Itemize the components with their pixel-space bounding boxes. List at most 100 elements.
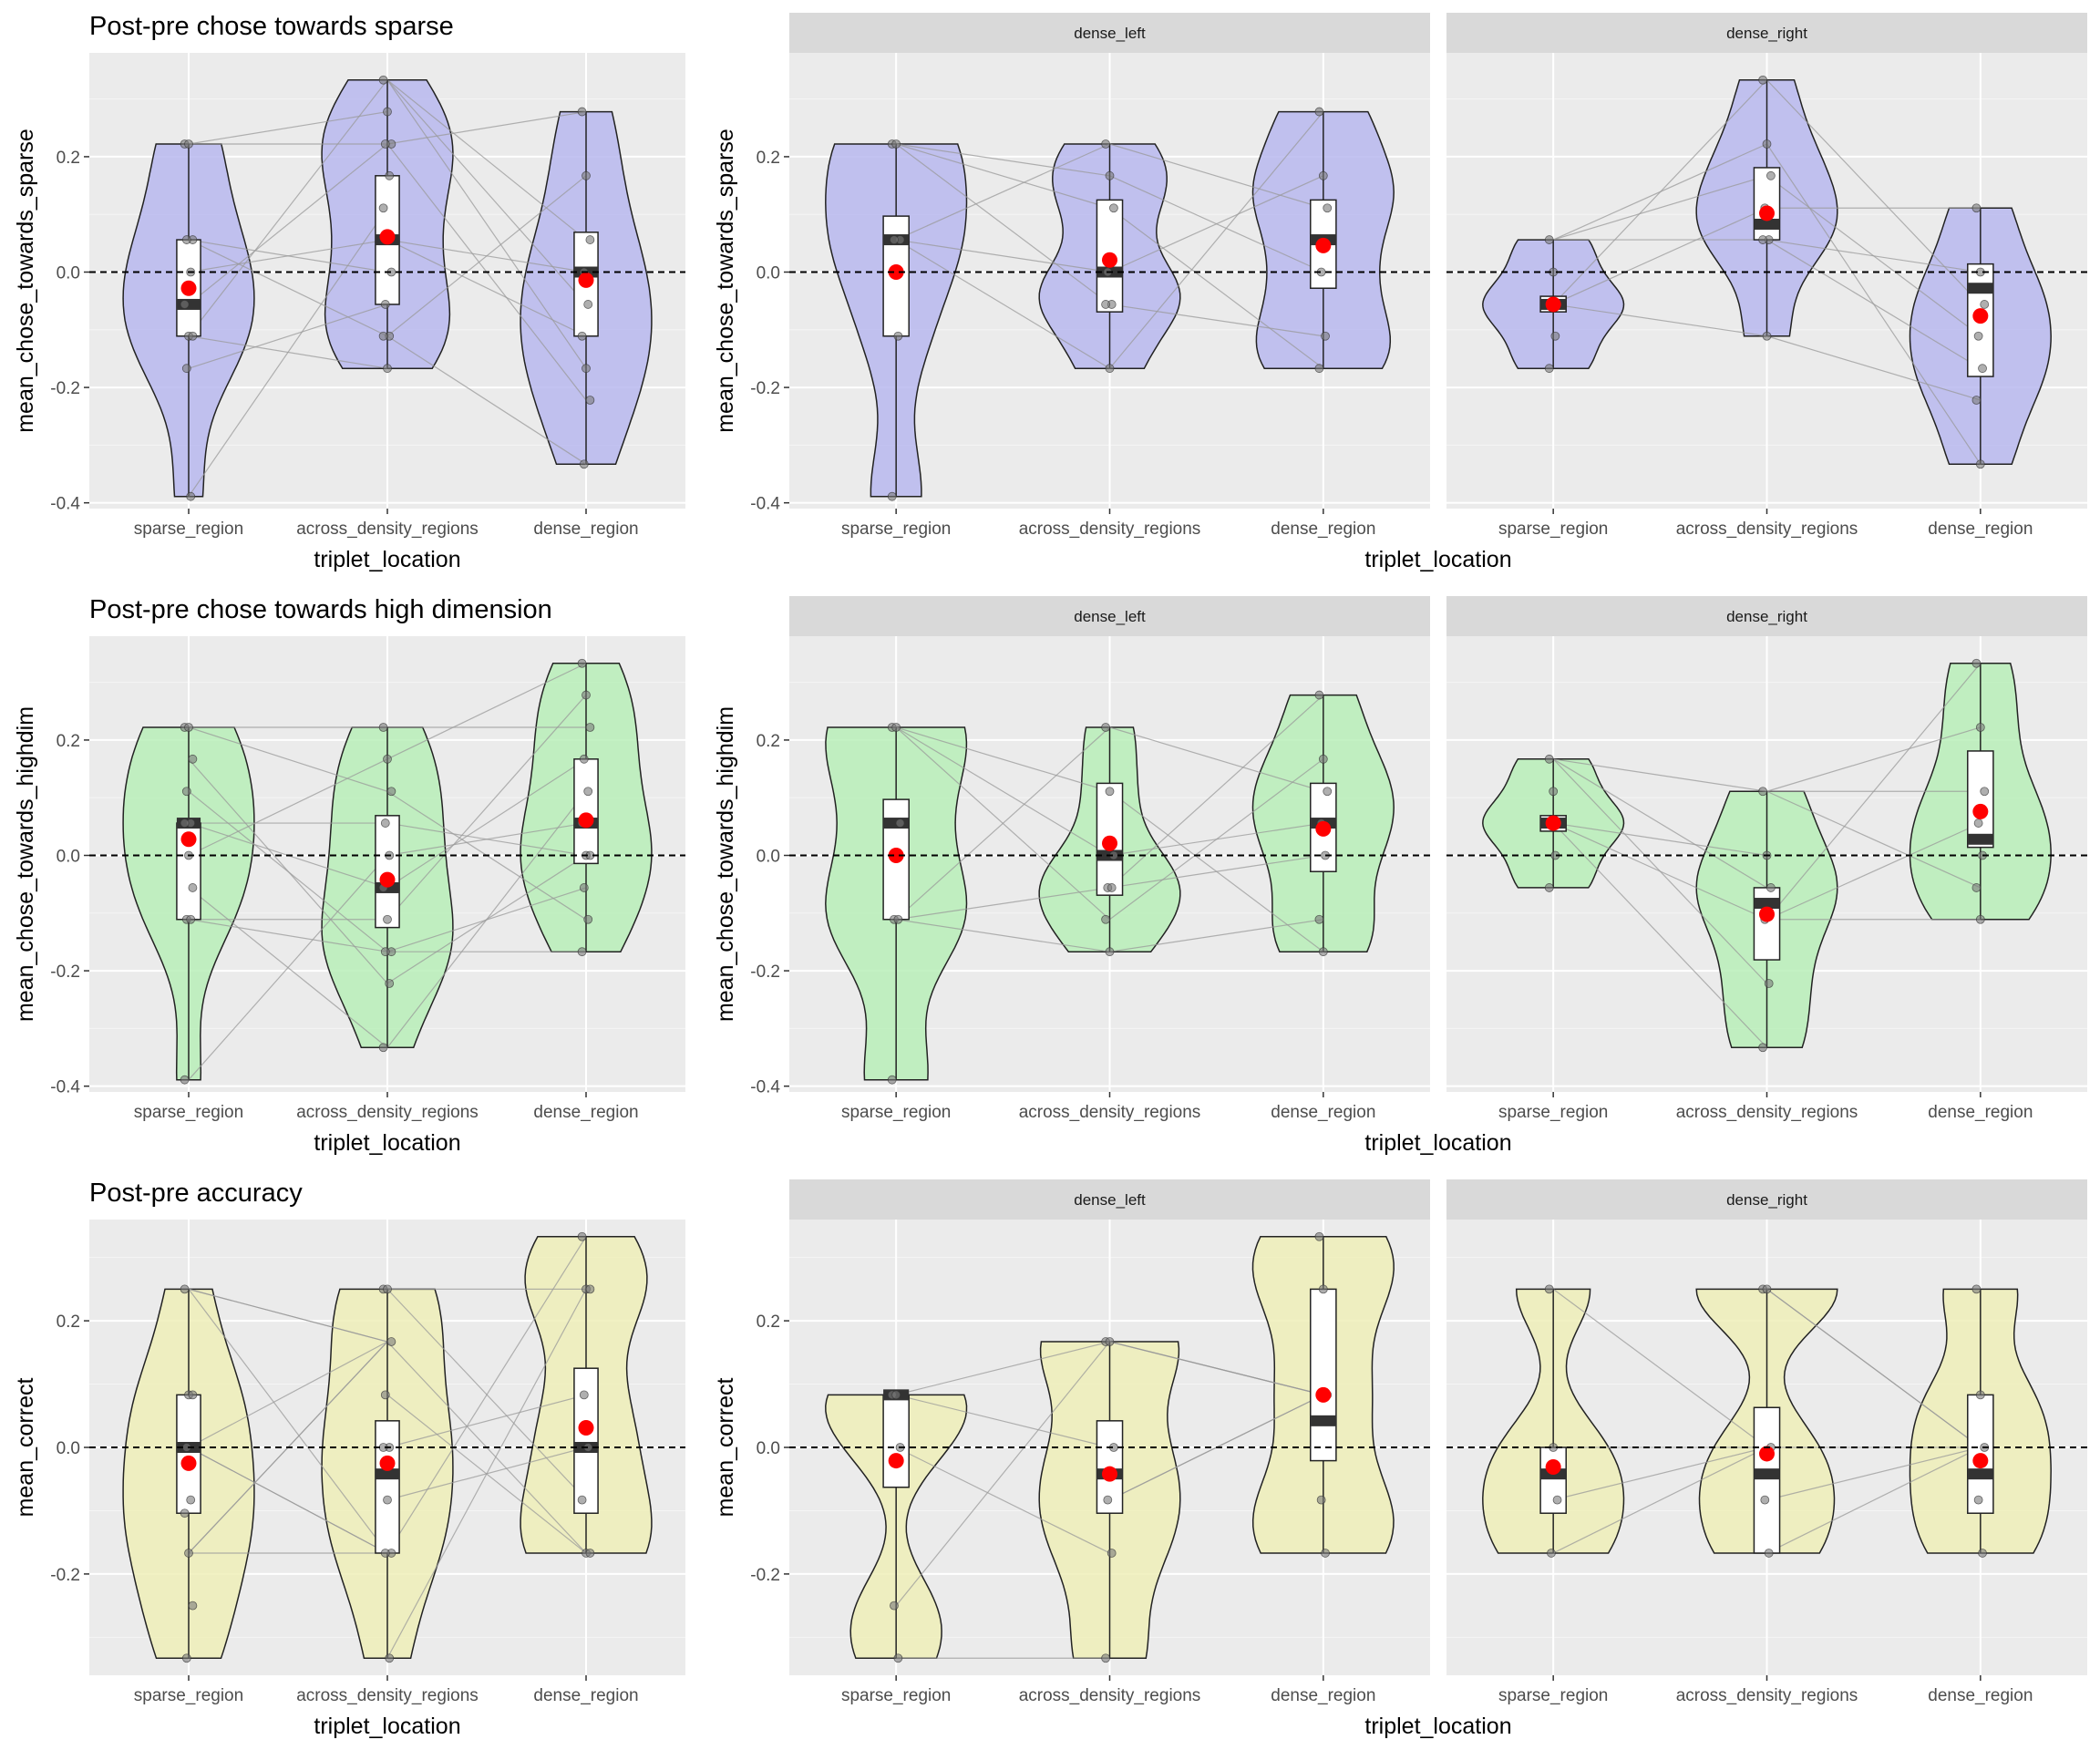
data-point xyxy=(1975,1390,1985,1400)
data-point xyxy=(577,1495,587,1505)
data-point xyxy=(1971,1284,1982,1294)
median-bar xyxy=(1967,833,1993,845)
chart-0: sparse_region across_density_regions dense… xyxy=(13,12,685,572)
data-point xyxy=(1980,300,1990,309)
x-tick-label: dense_region xyxy=(1271,520,1375,539)
subject-line xyxy=(188,726,388,792)
data-point xyxy=(585,1549,595,1558)
data-point xyxy=(1316,1495,1326,1505)
data-point xyxy=(585,1284,595,1294)
data-point xyxy=(1766,883,1776,892)
subject-line xyxy=(896,239,1110,273)
subject-line xyxy=(1109,726,1324,792)
y-tick-label: 0.2 xyxy=(757,1312,780,1332)
x-tick-label: sparse_region xyxy=(1498,1686,1608,1705)
y-axis-title: mean_chose_towards_sparse xyxy=(13,129,38,433)
subject-line xyxy=(1109,111,1324,369)
data-point xyxy=(583,300,593,309)
data-point xyxy=(186,491,196,501)
y-tick-label: 0.2 xyxy=(57,149,80,168)
data-point xyxy=(1971,658,1982,668)
data-point xyxy=(385,979,395,988)
subject-line xyxy=(896,887,1110,921)
y-tick-label: 0.0 xyxy=(57,848,80,867)
data-point xyxy=(890,1601,899,1611)
subject-line xyxy=(386,663,587,760)
mean-point xyxy=(1759,1446,1775,1462)
chart-1: sparse_region across_density_regions dense… xyxy=(13,595,685,1156)
faceted-chart-2: dense_left sparse_region across_density_re… xyxy=(713,1179,2087,1739)
data-point xyxy=(1318,947,1328,957)
mean-point xyxy=(1315,820,1332,837)
mean-point xyxy=(1759,906,1775,922)
chart-title: Post-pre chose towards high dimension xyxy=(89,595,552,624)
subject-line xyxy=(386,887,587,952)
data-point xyxy=(582,170,591,180)
subject-line xyxy=(386,79,587,369)
data-point xyxy=(579,459,589,469)
panel: sparse_region across_density_regions dense… xyxy=(89,53,685,539)
data-point xyxy=(1978,364,1987,374)
facet-strip xyxy=(789,13,1430,53)
subject-line xyxy=(1552,207,1767,305)
data-point xyxy=(585,235,595,244)
data-point xyxy=(380,947,390,957)
data-point xyxy=(583,787,593,797)
x-tick-label: dense_region xyxy=(533,520,638,539)
data-point xyxy=(1105,364,1115,374)
data-point xyxy=(1971,396,1982,405)
data-point xyxy=(1105,170,1115,180)
data-point xyxy=(184,1549,193,1558)
data-point xyxy=(1762,139,1772,149)
subject-line xyxy=(896,1394,1110,1448)
subject-line xyxy=(1109,304,1323,337)
subject-line xyxy=(386,79,587,305)
facet-label: dense_right xyxy=(1726,608,1807,625)
subject-line xyxy=(386,1288,587,1501)
data-point xyxy=(1314,914,1324,924)
data-point xyxy=(577,1231,587,1241)
data-point xyxy=(1549,787,1559,797)
subject-line xyxy=(1552,1446,1767,1554)
data-point xyxy=(1318,170,1328,180)
subject-line xyxy=(386,695,587,921)
x-tick-label: across_density_regions xyxy=(1019,1686,1201,1705)
subject-line xyxy=(895,143,1110,209)
box-sparse_region xyxy=(176,1394,201,1514)
data-point xyxy=(1980,787,1990,797)
subject-line xyxy=(188,1446,388,1554)
subject-line xyxy=(1552,822,1767,921)
data-point xyxy=(1107,1549,1117,1558)
data-point xyxy=(1321,1549,1330,1558)
mean-point xyxy=(1102,1466,1117,1482)
y-tick-label: 0.0 xyxy=(57,264,80,283)
data-point xyxy=(1758,787,1767,797)
facet-label: dense_left xyxy=(1074,1191,1146,1209)
subject-line xyxy=(1766,790,1982,889)
y-axis-title: mean_chose_towards_highdim xyxy=(713,706,738,1022)
data-point xyxy=(577,947,587,957)
y-axis-title: mean_correct xyxy=(13,1378,38,1518)
data-point xyxy=(180,1075,190,1085)
y-tick-label: -0.4 xyxy=(50,495,80,514)
x-axis-title: triplet_location xyxy=(314,1714,460,1739)
y-tick-label: 0.0 xyxy=(57,1439,80,1458)
subject-line xyxy=(1552,758,1767,889)
data-point xyxy=(1101,139,1110,149)
data-point xyxy=(1978,1549,1987,1558)
y-tick-label: -0.4 xyxy=(750,495,780,514)
facet-strip xyxy=(1446,13,2087,53)
subject-line xyxy=(895,726,1110,857)
chart-title: Post-pre accuracy xyxy=(89,1179,303,1208)
data-point xyxy=(582,690,591,700)
box-dense_region xyxy=(573,758,599,865)
subject-line xyxy=(895,143,1110,305)
data-point xyxy=(188,754,198,764)
mean-point xyxy=(379,229,396,245)
subject-line xyxy=(1109,143,1324,209)
box-across_density_regions xyxy=(1096,782,1124,896)
data-point xyxy=(891,1390,901,1400)
facet-label: dense_right xyxy=(1726,1191,1807,1209)
data-point xyxy=(380,818,390,828)
data-point xyxy=(1323,787,1333,797)
